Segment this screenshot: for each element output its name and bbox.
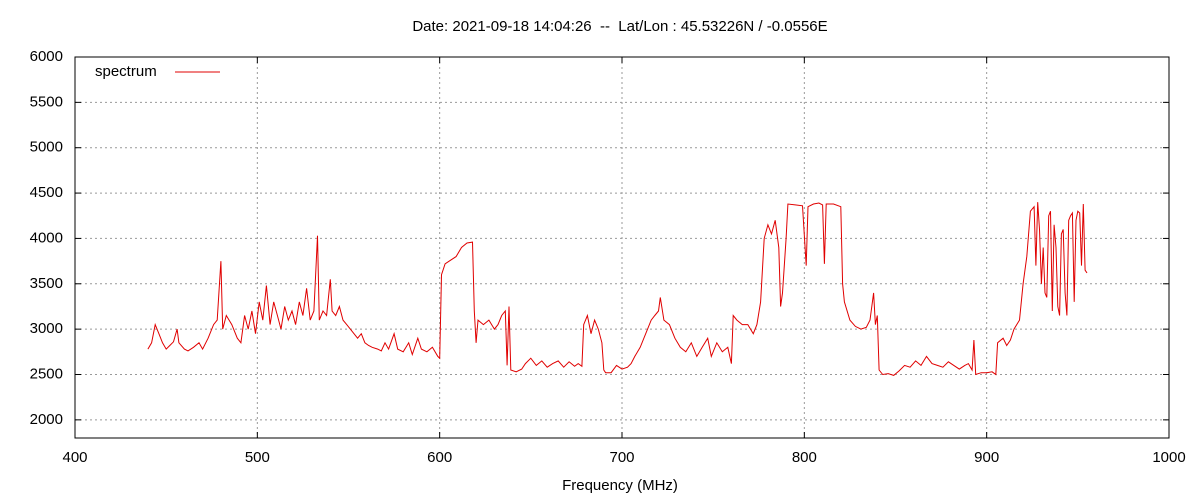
plot-frame	[74, 56, 1170, 439]
y-tick-label: 3000	[30, 320, 63, 337]
y-tick-label: 3500	[30, 275, 63, 292]
legend-label: spectrum	[95, 63, 157, 80]
x-tick-label: 600	[427, 449, 452, 466]
spectrum-line	[147, 202, 1088, 376]
x-tick-label: 1000	[1152, 449, 1185, 466]
y-tick-label: 5000	[30, 139, 63, 156]
y-tick-label: 5500	[30, 93, 63, 110]
x-tick-label: 400	[62, 449, 87, 466]
y-tick-label: 4500	[30, 184, 63, 201]
x-tick-label: 800	[792, 449, 817, 466]
x-tick-label: 700	[609, 449, 634, 466]
y-tick-label: 2500	[30, 365, 63, 382]
y-tick-label: 4000	[30, 229, 63, 246]
y-tick-label: 2000	[30, 411, 63, 428]
x-axis-label: Frequency (MHz)	[562, 477, 678, 494]
chart-title: Date: 2021-09-18 14:04:26 -- Lat/Lon : 4…	[412, 18, 827, 35]
x-tick-label: 500	[245, 449, 270, 466]
x-tick-label: 900	[974, 449, 999, 466]
y-tick-label: 6000	[30, 48, 63, 65]
